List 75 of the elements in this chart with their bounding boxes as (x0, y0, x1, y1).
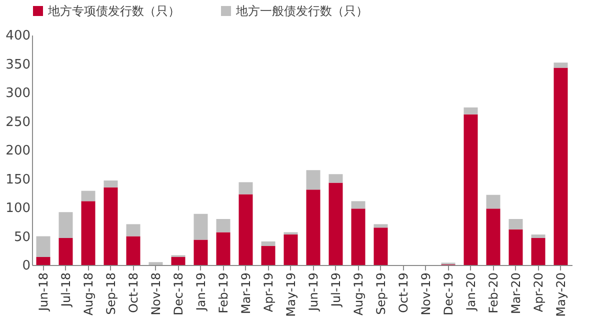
bar (554, 62, 568, 68)
legend-label: 地方一般债发行数（只） (235, 4, 368, 18)
x-tick-label: Jul-18 (58, 272, 73, 308)
y-tick-label: 100 (6, 201, 30, 216)
y-tick-label: 0 (22, 258, 30, 274)
x-tick-label: Sep-18 (104, 272, 118, 315)
x-tick-label: Feb-20 (486, 272, 500, 314)
x-tick-label: Feb-19 (216, 272, 230, 314)
x-tick-label: Oct-18 (126, 272, 140, 313)
y-tick-label: 250 (6, 114, 30, 130)
bar (148, 262, 163, 265)
x-tick-label: Jun-18 (36, 272, 50, 312)
bar (36, 236, 50, 257)
bar (486, 194, 500, 209)
x-tick-label: Dec-18 (171, 272, 186, 316)
bar (58, 212, 73, 238)
x-tick-label: Jan-19 (194, 272, 208, 312)
y-tick-label: 350 (6, 57, 30, 72)
bar (194, 214, 208, 240)
bar (81, 190, 96, 202)
bar (81, 201, 96, 265)
x-tick-label: Oct-19 (396, 272, 410, 313)
bar (464, 107, 478, 114)
bar (238, 182, 253, 194)
x-tick-label: Sep-19 (374, 272, 388, 315)
bar (306, 170, 320, 190)
x-tick-label: Nov-18 (148, 272, 163, 316)
bar (374, 228, 388, 265)
bar (531, 234, 546, 238)
bar (508, 219, 523, 230)
x-tick-label: May-19 (284, 272, 298, 317)
bar (486, 208, 500, 265)
bar (216, 232, 230, 265)
bar (328, 182, 343, 265)
x-tick-label: Jan-20 (464, 272, 478, 312)
bar (261, 241, 276, 246)
bar (351, 201, 366, 209)
bar (104, 187, 118, 265)
x-tick-label: Mar-20 (508, 272, 523, 314)
bar (126, 224, 140, 236)
bar (126, 236, 140, 265)
bar (194, 240, 208, 265)
legend-label: 地方专项债发行数（只） (47, 4, 180, 18)
x-tick-label: Aug-19 (351, 272, 366, 316)
x-tick-label: Nov-19 (418, 272, 433, 316)
bar (328, 174, 343, 183)
bar (531, 238, 546, 265)
y-tick-label: 50 (14, 230, 30, 245)
bar (171, 256, 186, 265)
bar (284, 232, 298, 235)
bar (284, 234, 298, 265)
bar (554, 68, 568, 265)
x-tick-label: Mar-19 (238, 272, 253, 314)
y-tick-label: 400 (6, 28, 30, 44)
y-tick-label: 200 (6, 144, 30, 158)
bar (374, 224, 388, 228)
bar (464, 114, 478, 265)
x-tick-label: Dec-19 (441, 272, 456, 316)
x-tick-label: Jul-19 (328, 272, 343, 308)
bar (104, 180, 118, 188)
bar (261, 246, 276, 265)
bar (238, 194, 253, 265)
x-tick-label: Aug-18 (81, 272, 96, 316)
bar (58, 238, 73, 265)
x-tick-label: Apr-19 (261, 272, 276, 312)
bar (216, 219, 230, 232)
bar (351, 208, 366, 265)
y-tick-label: 300 (6, 86, 30, 101)
bar (508, 229, 523, 265)
x-tick-label: Apr-20 (531, 272, 546, 312)
x-tick-label: May-20 (554, 272, 568, 317)
bar (36, 256, 50, 265)
y-tick-label: 150 (6, 172, 30, 188)
x-tick-label: Jun-19 (306, 272, 320, 312)
bar (306, 190, 320, 265)
